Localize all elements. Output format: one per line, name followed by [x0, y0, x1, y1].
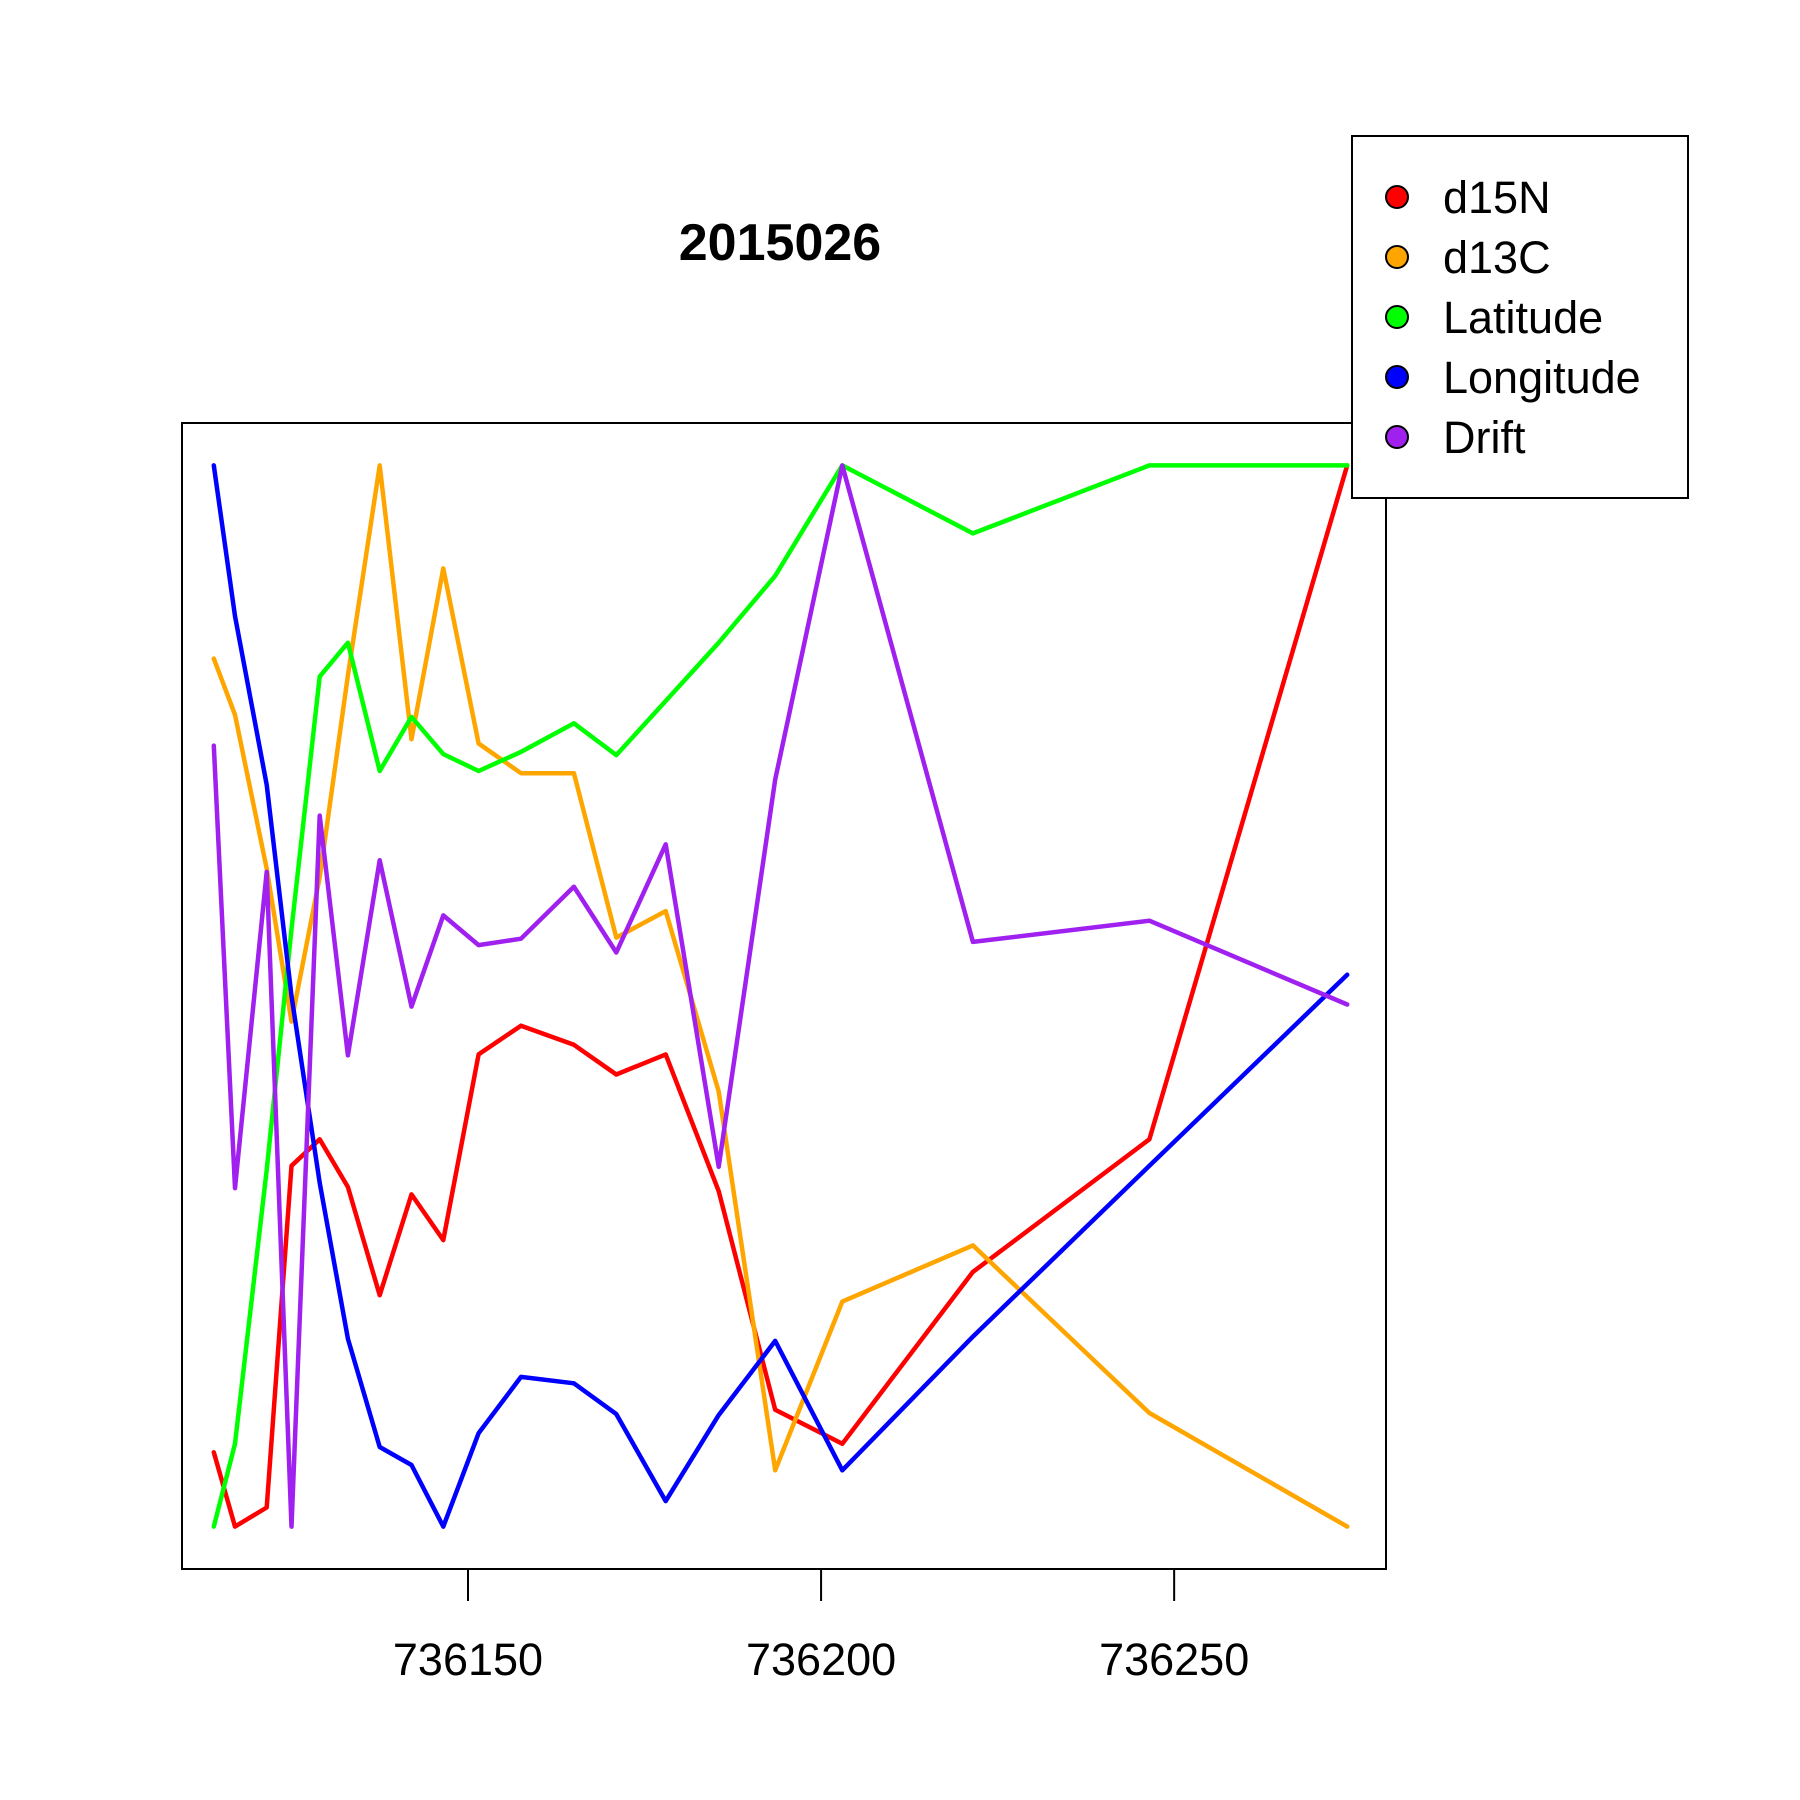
x-axis: 736150 736200 736250: [393, 1569, 1249, 1685]
x-tick-label: 736150: [393, 1634, 543, 1685]
legend-marker: [1385, 245, 1409, 269]
series-line-drift: [211, 463, 1350, 1529]
series-line-longitude: [211, 463, 1350, 1529]
legend-marker: [1385, 425, 1409, 449]
x-tick-label: 736200: [746, 1634, 896, 1685]
series-line-d15n: [211, 463, 1350, 1529]
legend-marker: [1385, 185, 1409, 209]
x-tick-label: 736250: [1099, 1634, 1249, 1685]
legend: d15N d13C Latitude Longitude Drift: [1351, 135, 1689, 499]
legend-label: d15N: [1443, 172, 1551, 223]
legend-label: Drift: [1443, 412, 1526, 463]
legend-marker: [1385, 365, 1409, 389]
chart-title: 2015026: [679, 214, 881, 272]
legend-label: Latitude: [1443, 292, 1603, 343]
series-line-d13c: [211, 463, 1350, 1529]
series-line-latitude: [211, 463, 1350, 1529]
legend-marker: [1385, 305, 1409, 329]
series-lines: [211, 463, 1350, 1529]
legend-label: d13C: [1443, 232, 1551, 283]
legend-label: Longitude: [1443, 352, 1641, 403]
plot-area-frame: [181, 422, 1387, 1570]
